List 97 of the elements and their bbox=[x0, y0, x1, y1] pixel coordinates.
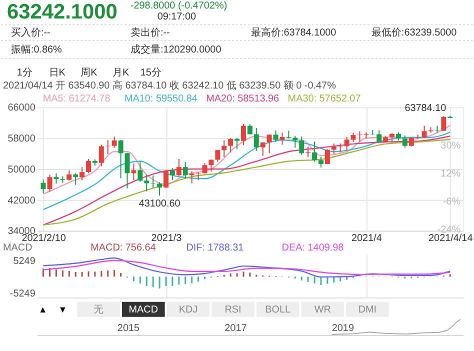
text: 月K bbox=[112, 67, 130, 78]
candlestick bbox=[215, 150, 220, 162]
candlestick bbox=[241, 123, 246, 146]
candlestick bbox=[402, 134, 408, 148]
text: MACD bbox=[128, 304, 158, 316]
candlestick bbox=[331, 143, 336, 154]
candlestick bbox=[208, 159, 214, 172]
annotation: 43100.60 bbox=[138, 198, 181, 210]
series-label: MACD: 756.64 bbox=[90, 242, 156, 254]
candlestick bbox=[66, 170, 72, 182]
text: 周K bbox=[80, 67, 98, 78]
candlestick bbox=[338, 143, 343, 153]
y-tick-label: 5249 bbox=[13, 256, 36, 267]
candlestick bbox=[422, 125, 427, 139]
candlestick bbox=[292, 135, 298, 148]
candlestick bbox=[280, 132, 285, 146]
y2-tick-label: -6% bbox=[442, 196, 461, 208]
candlestick bbox=[80, 166, 85, 181]
candlestick bbox=[350, 132, 356, 142]
candlestick bbox=[299, 136, 304, 156]
candlestick bbox=[73, 172, 78, 186]
candlestick bbox=[234, 137, 240, 150]
text: 买入价:-- bbox=[10, 26, 50, 39]
candlestick bbox=[390, 132, 394, 144]
candlestick bbox=[47, 174, 52, 192]
text: WR bbox=[314, 304, 331, 316]
y-tick-label: 42000 bbox=[8, 195, 36, 206]
y2-tick-label: 12% bbox=[440, 168, 461, 180]
candlestick bbox=[144, 174, 150, 192]
candlestick bbox=[176, 158, 182, 177]
candlestick bbox=[196, 172, 201, 181]
candlestick bbox=[182, 162, 188, 180]
x-tick-label: 2019 bbox=[332, 322, 354, 334]
text: MA20: 58513.96 bbox=[206, 93, 280, 104]
candlestick bbox=[441, 116, 446, 132]
candlestick bbox=[124, 152, 130, 189]
candlestick bbox=[318, 156, 324, 168]
candlestick bbox=[189, 170, 194, 184]
text: -298.8000 (-0.4702%) bbox=[130, 0, 228, 12]
candlestick bbox=[54, 172, 59, 184]
text: MA30: 57652.07 bbox=[288, 93, 362, 104]
text: 无 bbox=[94, 304, 104, 316]
x-tick-label: 2021/2/10 bbox=[22, 233, 66, 244]
text: 15分 bbox=[140, 66, 162, 78]
text: BOLL bbox=[265, 304, 291, 316]
text: KDJ bbox=[178, 304, 198, 316]
x-tick-label: 2021/4/14 bbox=[428, 233, 474, 244]
text: 2021/04/14 开 63540.90 高 63784.10 收 63242.10 低 63239.50 额 0 -0.47% bbox=[2, 79, 336, 92]
candlestick bbox=[266, 134, 272, 154]
candlestick bbox=[222, 140, 227, 158]
text: MA10: 59550.84 bbox=[124, 93, 198, 104]
x-tick-label: 2017 bbox=[224, 322, 248, 334]
candlestick bbox=[312, 141, 318, 162]
text: MA5: 61274.78 bbox=[42, 93, 111, 104]
candlestick bbox=[157, 182, 162, 196]
candlestick bbox=[254, 128, 259, 152]
candlestick bbox=[131, 163, 136, 181]
text: 09:17:00 bbox=[157, 12, 196, 23]
candlestick bbox=[273, 130, 278, 142]
candlestick bbox=[86, 158, 91, 174]
text: 63242.1000 bbox=[6, 0, 118, 24]
y2-tick-label: 30% bbox=[440, 140, 461, 152]
candlestick bbox=[40, 178, 46, 194]
candlestick bbox=[118, 140, 124, 179]
candlestick bbox=[247, 124, 252, 135]
series-label: DIF: 1788.31 bbox=[186, 242, 244, 254]
x-tick-label: 2021/3 bbox=[151, 233, 182, 244]
candlestick bbox=[170, 168, 175, 181]
text: 最低价:63239.5000 bbox=[371, 26, 458, 39]
text: 卖出价:-- bbox=[130, 26, 170, 39]
candlestick bbox=[260, 142, 266, 156]
candlestick bbox=[344, 136, 350, 151]
text: 振幅:0.86% bbox=[10, 43, 62, 56]
text: 最高价:63784.1000 bbox=[250, 26, 337, 39]
x-tick-label: 2021/4 bbox=[351, 233, 382, 244]
text: ▲ bbox=[38, 304, 48, 314]
annotation: 63784.10 bbox=[404, 102, 447, 114]
candlestick bbox=[324, 148, 330, 164]
text: 1分 bbox=[16, 66, 32, 78]
text: 日K bbox=[48, 67, 66, 78]
candlestick bbox=[112, 136, 117, 148]
candlestick bbox=[138, 160, 143, 182]
text: 成交量:120290.0000 bbox=[130, 43, 222, 56]
text: RSI bbox=[224, 304, 242, 316]
candlestick bbox=[164, 169, 168, 188]
text: ▼ bbox=[58, 304, 68, 314]
x-tick-label: 2015 bbox=[117, 322, 140, 334]
y-tick-label: 50000 bbox=[8, 164, 36, 176]
text: DMI bbox=[358, 304, 377, 316]
series-label: DEA: 1409.98 bbox=[282, 242, 344, 254]
text: MACD bbox=[2, 242, 32, 254]
candlestick bbox=[98, 144, 104, 167]
y-tick-label: 66000 bbox=[8, 102, 36, 114]
candlestick bbox=[357, 130, 362, 142]
y-tick-label: -5249 bbox=[10, 288, 36, 300]
candlestick bbox=[228, 138, 234, 153]
y-tick-label: 58000 bbox=[8, 134, 36, 145]
